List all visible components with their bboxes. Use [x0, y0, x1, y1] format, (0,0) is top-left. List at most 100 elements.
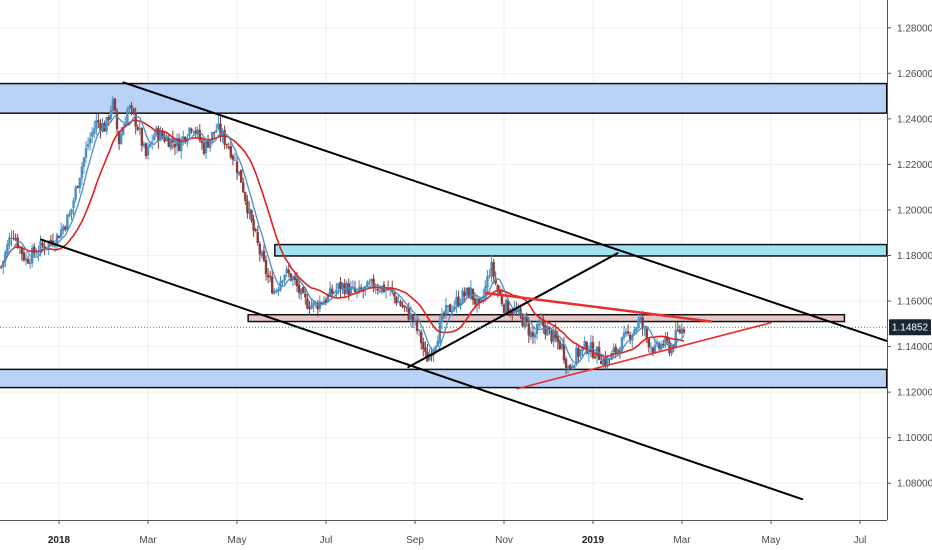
x-axis-panel[interactable] — [0, 520, 932, 550]
y-tick-label: 1.22000 — [897, 160, 932, 171]
upper-resistance-zone — [0, 82, 888, 114]
candle-body — [353, 287, 357, 292]
candle-body — [395, 297, 398, 304]
candle-body — [566, 366, 570, 370]
candle-body — [109, 109, 113, 119]
x-tick-label: Mar — [673, 535, 691, 546]
moving-average-slow — [0, 119, 685, 358]
candle-body — [670, 346, 673, 354]
candle-body — [521, 316, 524, 327]
candle-body — [316, 303, 319, 310]
candle-body — [82, 157, 86, 167]
candle-body — [151, 141, 154, 143]
candle-body — [600, 360, 603, 365]
candle-body — [374, 289, 377, 291]
candle-body — [384, 289, 388, 291]
candle-body — [320, 302, 324, 304]
candle-body — [482, 295, 485, 299]
y-tick-label: 1.14000 — [897, 342, 932, 353]
candle-body — [90, 132, 94, 137]
candle-body — [473, 298, 477, 305]
candle-body — [366, 281, 369, 288]
candle-body — [28, 262, 32, 264]
candle-body — [593, 356, 597, 359]
candle-body — [78, 177, 81, 189]
candle-body — [331, 289, 334, 295]
candle-body — [219, 123, 222, 137]
candle-body — [57, 236, 61, 239]
candle-body — [167, 137, 170, 148]
candle-body — [440, 313, 444, 323]
candle-body — [666, 336, 669, 342]
candle-body — [585, 342, 588, 354]
candle-body — [424, 347, 427, 352]
moving-averages — [0, 115, 685, 364]
y-axis-panel[interactable] — [887, 0, 932, 550]
candle-body — [339, 281, 342, 290]
candle-body — [469, 287, 473, 299]
candle-body — [258, 243, 262, 255]
candle-body — [370, 279, 373, 282]
candle-body — [537, 323, 541, 326]
current-price-badge — [889, 319, 931, 336]
candle-body — [417, 329, 421, 331]
candle-body — [492, 261, 495, 278]
candle-body — [256, 231, 259, 243]
candle-body — [55, 234, 59, 245]
candle-body — [206, 140, 210, 148]
candle-body — [480, 297, 483, 302]
red-upper-wedge-line — [484, 291, 713, 323]
candle-body — [293, 275, 297, 280]
candle-body — [523, 317, 526, 328]
candle-body — [529, 331, 533, 338]
candle-body — [130, 105, 133, 109]
candle-body — [250, 210, 253, 221]
candle-body — [335, 289, 338, 293]
candle-body — [72, 200, 75, 209]
red-lower-wedge-line — [516, 321, 772, 390]
candle-body — [159, 130, 162, 141]
candle-body — [88, 138, 92, 144]
y-tick-label: 1.24000 — [897, 114, 932, 125]
candle-body — [595, 346, 599, 358]
candle-body — [359, 287, 363, 291]
candle-body — [633, 329, 636, 335]
candle-body — [22, 252, 26, 261]
candle-body — [211, 131, 214, 141]
candle-body — [289, 273, 293, 281]
candle-body — [397, 301, 400, 303]
candle-body — [401, 304, 404, 308]
candle-body — [446, 305, 450, 307]
candle-body — [254, 229, 257, 232]
candle-body — [393, 292, 396, 297]
candle-body — [337, 283, 340, 289]
current-price-value: 1.14852 — [892, 323, 929, 334]
candle-body — [494, 278, 497, 284]
candle-body — [266, 274, 270, 278]
candle-body — [349, 286, 353, 294]
y-tick-label: 1.26000 — [897, 69, 932, 80]
y-tick-label: 1.20000 — [897, 205, 932, 216]
candle-body — [641, 317, 644, 328]
candle-body — [376, 289, 379, 291]
candle-body — [434, 346, 437, 351]
cyan-resistance-zone — [274, 243, 888, 257]
candle-body — [264, 259, 268, 275]
candle-body — [24, 258, 28, 261]
candle-body — [444, 305, 448, 315]
candle-body — [602, 358, 605, 366]
candle-body — [629, 334, 632, 340]
candle-body — [74, 187, 77, 200]
candle-body — [68, 213, 71, 217]
candle-body — [179, 138, 183, 152]
candle-body — [192, 131, 195, 133]
candle-body — [165, 137, 168, 141]
candle-body — [235, 161, 239, 174]
candle-body — [651, 347, 655, 353]
candle-body — [637, 318, 640, 328]
candle-body — [285, 268, 288, 274]
candle-body — [399, 301, 402, 306]
candle-body — [624, 331, 628, 335]
